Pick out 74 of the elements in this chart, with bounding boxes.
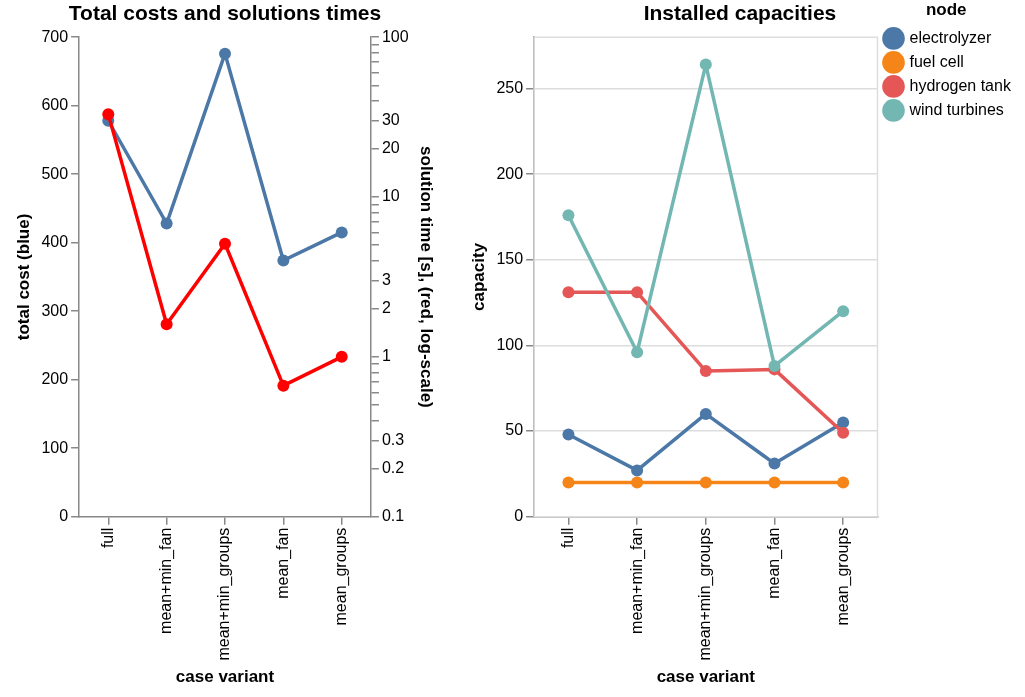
- y-tick-label: 700: [41, 27, 69, 45]
- y-tick-label: 600: [41, 96, 69, 114]
- legend-label: fuel cell: [909, 52, 964, 70]
- point: [837, 426, 850, 439]
- y-tick-label: 100: [496, 335, 524, 353]
- legend-label: hydrogen tank: [909, 76, 1012, 94]
- point: [219, 47, 231, 60]
- y2-tick-label: 2: [381, 299, 391, 317]
- x-tick-label: mean_fan: [764, 527, 783, 599]
- chart-title: Total costs and solutions times: [68, 1, 382, 25]
- y-axis-title: capacity: [468, 242, 488, 311]
- legend-label: electrolyzer: [909, 28, 992, 46]
- y2-tick-label: 20: [381, 139, 400, 157]
- y2-tick-label: 100: [381, 27, 409, 45]
- point: [837, 305, 850, 318]
- y-tick-label: 0: [59, 507, 69, 525]
- y2-tick-label: 1: [381, 347, 391, 365]
- point: [631, 346, 644, 359]
- chart-title: Installed capacities: [643, 1, 837, 25]
- point: [699, 58, 712, 71]
- x-tick-label: full: [98, 527, 116, 549]
- point: [562, 286, 575, 299]
- y-tick-label: 500: [41, 164, 69, 182]
- point: [631, 286, 644, 299]
- point: [699, 407, 712, 420]
- y-tick-label: 400: [41, 233, 69, 251]
- y-tick-label: 0: [514, 507, 524, 525]
- point: [631, 464, 644, 477]
- point: [768, 457, 781, 470]
- point: [562, 476, 575, 489]
- point: [335, 350, 348, 363]
- y2-tick-label: 0.3: [381, 430, 405, 448]
- point: [562, 209, 575, 222]
- x-tick-label: mean_groups: [332, 527, 351, 626]
- point: [102, 108, 115, 121]
- y2-tick-label: 0.2: [381, 458, 405, 476]
- y2-tick-label: 0.1: [381, 507, 405, 525]
- x-axis-title: case variant: [656, 667, 756, 687]
- x-axis-title: case variant: [175, 667, 275, 687]
- point: [160, 318, 173, 331]
- y-tick-label: 50: [505, 421, 524, 439]
- x-tick-label: mean+min_groups: [696, 527, 715, 661]
- point: [837, 476, 850, 489]
- x-tick-label: full: [558, 527, 576, 549]
- x-tick-label: mean+min_fan: [157, 527, 176, 634]
- y-tick-label: 100: [41, 438, 69, 456]
- point: [160, 217, 173, 230]
- point: [562, 428, 575, 441]
- point: [699, 476, 712, 489]
- point: [335, 226, 348, 239]
- y2-tick-label: 30: [381, 111, 400, 129]
- y-tick-label: 250: [496, 78, 524, 96]
- legend-title: node: [925, 0, 967, 20]
- point: [837, 416, 850, 429]
- point: [219, 237, 231, 250]
- y-axis-title: total cost (blue): [13, 213, 33, 341]
- point: [631, 476, 644, 489]
- legend-label: wind turbines: [908, 100, 1004, 118]
- point: [768, 476, 781, 489]
- y-tick-label: 300: [41, 301, 69, 319]
- point: [699, 365, 712, 378]
- y2-tick-label: 3: [381, 270, 391, 288]
- y-tick-label: 200: [41, 370, 69, 388]
- y-tick-label: 200: [496, 164, 524, 182]
- y2-tick-label: 10: [381, 187, 400, 205]
- point: [277, 254, 290, 267]
- x-tick-label: mean+min_fan: [627, 527, 646, 634]
- x-tick-label: mean_groups: [833, 527, 852, 626]
- point: [277, 379, 290, 392]
- x-tick-label: mean+min_groups: [215, 527, 234, 661]
- point: [768, 359, 781, 372]
- y2-axis-title: solution time [s], (red, log-scale): [417, 146, 437, 408]
- x-tick-label: mean_fan: [273, 527, 292, 599]
- y-tick-label: 150: [496, 250, 524, 268]
